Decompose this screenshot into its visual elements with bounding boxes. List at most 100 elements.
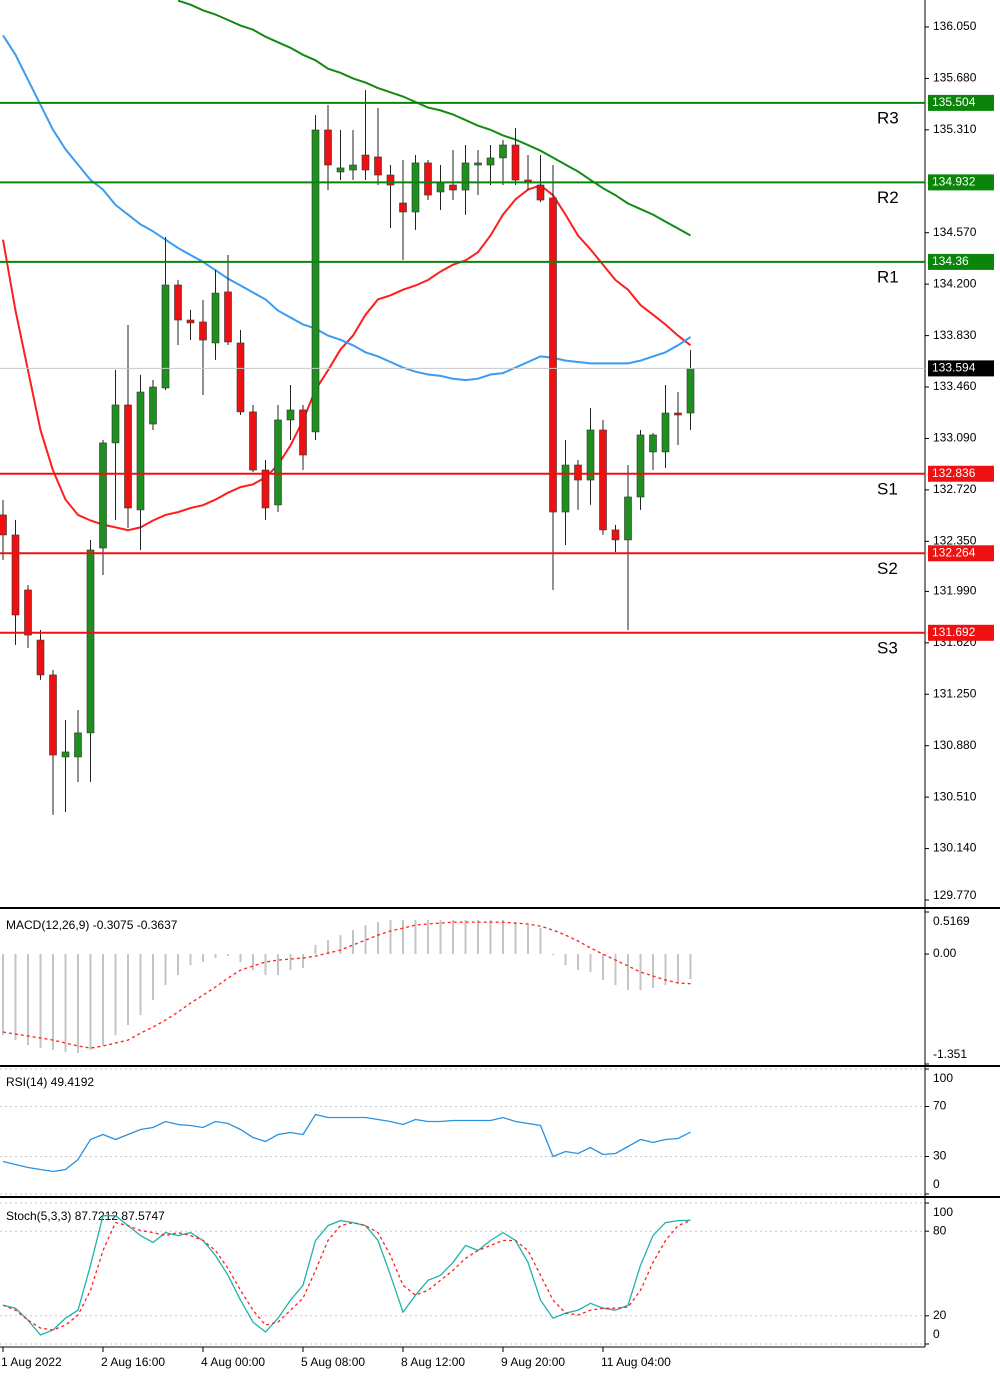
candle-body	[636, 434, 645, 498]
y-tick-label: -1.351	[933, 1047, 967, 1061]
y-tick-label: 133.090	[933, 431, 977, 445]
y-tick-label: 135.680	[933, 71, 977, 85]
level-name: S2	[877, 559, 898, 578]
candle-body	[211, 292, 220, 344]
y-tick-label: 30	[933, 1149, 947, 1163]
candle-body	[49, 674, 57, 756]
level-price-label: 134.932	[932, 175, 976, 189]
indicator-line	[177, 0, 691, 237]
last-price-box	[928, 360, 994, 377]
candle-body	[61, 751, 70, 758]
y-tick-label: 134.200	[933, 276, 977, 290]
candle-body	[124, 404, 132, 509]
candle-body	[361, 154, 370, 171]
y-tick-label: 132.350	[933, 534, 977, 548]
level-price-label: 131.692	[932, 625, 976, 639]
indicator-line	[2, 1215, 691, 1336]
candle-body	[274, 419, 282, 506]
candle-body	[336, 167, 345, 173]
y-tick-label: 135.310	[933, 122, 977, 136]
y-tick-label: 0	[933, 1177, 940, 1191]
level-price-box	[928, 624, 994, 641]
candle-body	[599, 429, 607, 531]
candle-body	[436, 182, 445, 193]
y-tick-label: 131.990	[933, 584, 977, 598]
candle-body	[0, 514, 7, 536]
indicator-line	[2, 1113, 691, 1173]
indicator-line	[2, 34, 692, 382]
y-tick-label: 133.460	[933, 379, 977, 393]
y-tick-label: 100	[933, 1205, 953, 1219]
candle-body	[24, 589, 32, 636]
indicator-title: Stoch(5,3,3) 87.7212 87.5747	[6, 1209, 165, 1223]
candle-body	[186, 319, 195, 324]
level-price-box	[928, 94, 994, 111]
candle-body	[136, 391, 145, 511]
level-price-label: 135.504	[932, 95, 976, 109]
candle-body	[449, 184, 457, 191]
candle-body	[474, 162, 482, 166]
candle-body	[561, 464, 570, 513]
y-tick-label: 100	[933, 1071, 953, 1085]
y-tick-label: 70	[933, 1099, 947, 1113]
indicator-title: RSI(14) 49.4192	[6, 1075, 94, 1089]
indicator-title: MACD(12,26,9) -0.3075 -0.3637	[6, 918, 178, 932]
candle-body	[574, 464, 582, 481]
candle-body	[424, 162, 432, 196]
y-tick-label: 130.510	[933, 789, 977, 803]
candle-body	[661, 412, 670, 453]
candle-body	[399, 202, 407, 213]
candle-body	[461, 162, 470, 191]
level-price-label: 134.36	[932, 254, 969, 268]
candle-body	[674, 412, 682, 416]
candle-body	[74, 732, 82, 758]
x-tick-label: 9 Aug 20:00	[501, 1355, 565, 1369]
candle-body	[199, 321, 207, 341]
candle-body	[149, 386, 157, 425]
y-tick-label: 136.050	[933, 19, 977, 33]
candle-body	[86, 549, 95, 734]
level-name: S3	[877, 638, 898, 657]
candle-body	[261, 469, 270, 509]
level-price-box	[928, 545, 994, 562]
x-tick-label: 8 Aug 12:00	[401, 1355, 465, 1369]
x-tick-label: 2 Aug 16:00	[101, 1355, 165, 1369]
candle-body	[299, 409, 307, 456]
y-tick-label: 80	[933, 1223, 947, 1237]
candle-body	[686, 368, 695, 414]
x-tick-label: 5 Aug 08:00	[301, 1355, 365, 1369]
level-price-label: 132.264	[932, 545, 976, 559]
x-tick-label: 11 Aug 04:00	[601, 1355, 671, 1369]
level-name: S1	[877, 479, 898, 498]
indicator-line	[2, 921, 691, 1049]
level-price-label: 132.836	[932, 466, 976, 480]
candle-body	[161, 284, 170, 389]
level-name: R3	[877, 108, 899, 127]
indicator-line	[2, 1219, 691, 1331]
y-tick-label: 130.140	[933, 841, 977, 855]
candle-body	[624, 496, 632, 541]
level-name: R1	[877, 267, 899, 286]
x-tick-label: 1 Aug 2022	[1, 1355, 62, 1369]
candle-body	[111, 404, 120, 444]
candle-body	[311, 129, 320, 433]
candle-body	[174, 284, 182, 321]
last-price-label: 133.594	[932, 361, 976, 375]
y-tick-label: 133.830	[933, 328, 977, 342]
candle-body	[411, 162, 420, 213]
candle-body	[286, 409, 295, 421]
y-tick-label: 0.5169	[933, 914, 970, 928]
candle-body	[536, 184, 545, 201]
level-price-box	[928, 174, 994, 191]
x-tick-label: 4 Aug 00:00	[201, 1355, 265, 1369]
candle-body	[99, 442, 107, 549]
level-price-box	[928, 253, 994, 270]
candle-body	[224, 291, 232, 343]
y-tick-label: 0	[933, 1327, 940, 1341]
candle-body	[611, 529, 620, 541]
candle-body	[236, 342, 245, 413]
candle-body	[374, 156, 382, 176]
candle-body	[486, 157, 495, 166]
